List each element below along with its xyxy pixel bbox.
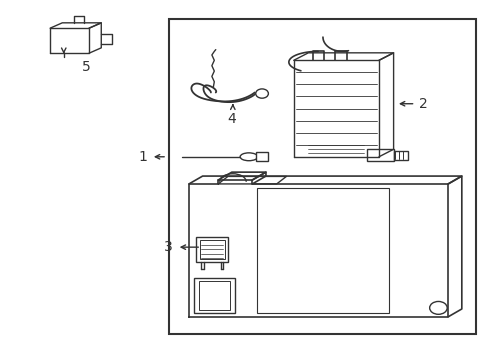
- Text: 4: 4: [227, 112, 236, 126]
- Circle shape: [256, 89, 269, 98]
- Bar: [200, 240, 224, 259]
- Circle shape: [430, 301, 447, 314]
- Text: 1: 1: [139, 150, 147, 164]
- Bar: [196, 237, 228, 262]
- Bar: [194, 278, 235, 313]
- Bar: [367, 149, 393, 161]
- Bar: [199, 281, 230, 310]
- Bar: [257, 188, 389, 313]
- Text: 3: 3: [164, 240, 173, 254]
- Ellipse shape: [240, 153, 258, 161]
- Bar: [393, 151, 408, 159]
- Bar: [170, 19, 476, 334]
- Bar: [256, 152, 268, 161]
- Text: 5: 5: [82, 60, 91, 75]
- Text: 2: 2: [419, 97, 428, 111]
